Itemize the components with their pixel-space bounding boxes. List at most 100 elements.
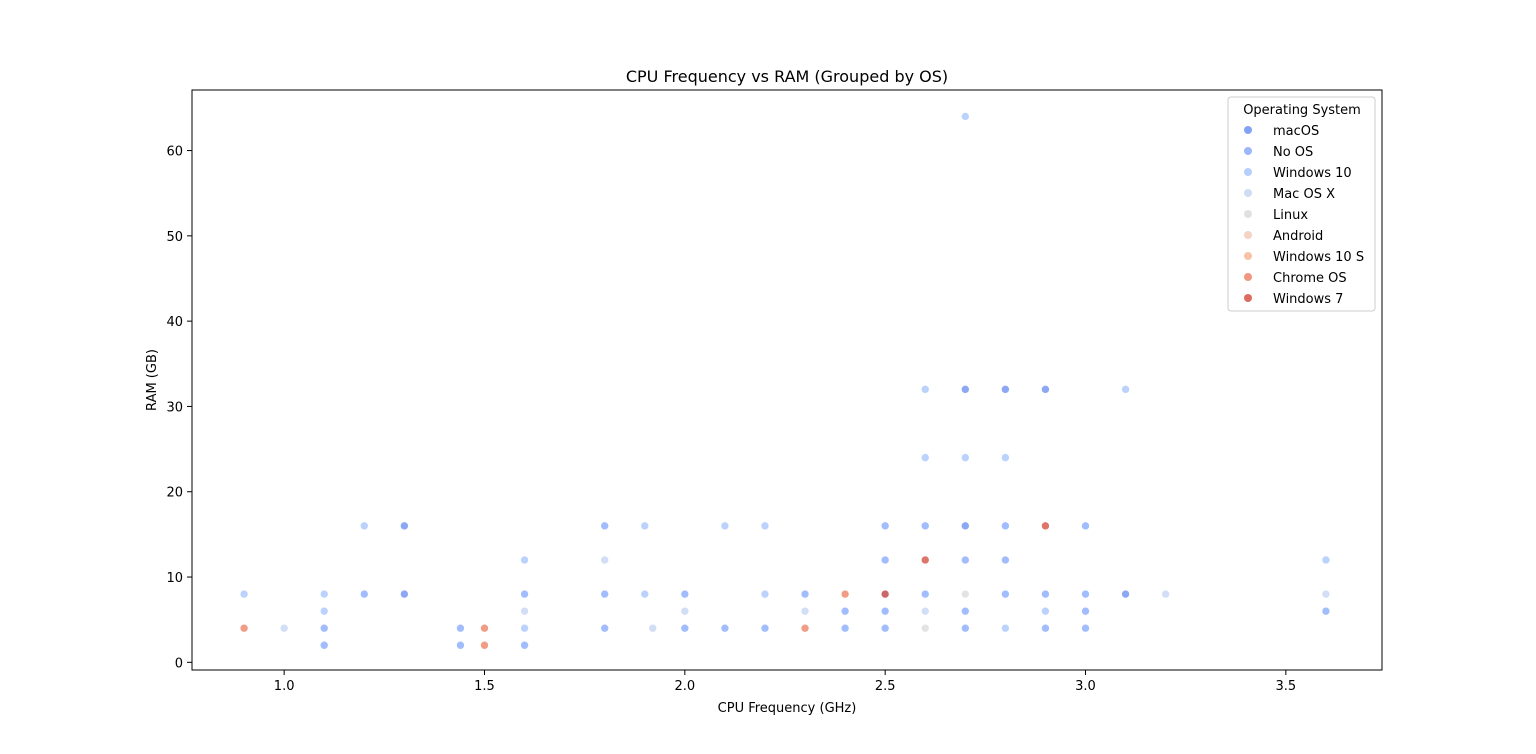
data-points [239, 112, 1331, 650]
point-macos [960, 521, 970, 531]
point-windows-10 [960, 112, 970, 121]
point-no-os [1001, 521, 1010, 531]
x-tick-label: 3.5 [1275, 679, 1296, 694]
x-axis: 1.0 1.5 2.0 2.5 3.0 3.5 [274, 670, 1296, 694]
point-windows-7 [880, 589, 890, 599]
plot-area-frame [191, 89, 1383, 671]
point-macos [400, 521, 409, 531]
legend-marker [1244, 294, 1252, 302]
legend-item-android: Android [1244, 229, 1323, 244]
legend-item-windows-10-s: Windows 10 S [1244, 250, 1364, 265]
legend-item-chrome-os: Chrome OS [1244, 271, 1347, 286]
legend-item-linux: Linux [1244, 208, 1308, 223]
point-chrome-os [480, 640, 489, 650]
point-no-os [880, 521, 890, 531]
point-no-os [1001, 589, 1010, 599]
point-chrome-os [800, 623, 810, 633]
point-no-os [680, 589, 690, 599]
legend-item-no-os: No OS [1244, 145, 1313, 160]
point-no-os [800, 589, 810, 599]
legend-label: Windows 10 S [1273, 250, 1364, 265]
point-mac-os-x [920, 606, 930, 616]
y-tick-label: 60 [166, 145, 183, 160]
point-windows-7 [920, 555, 930, 565]
legend-item-windows-7: Windows 7 [1244, 292, 1343, 307]
point-chrome-os [480, 623, 489, 633]
chart-title: CPU Frequency vs RAM (Grouped by OS) [626, 67, 948, 86]
y-tick-label: 0 [175, 656, 183, 671]
point-macos [1041, 385, 1050, 394]
point-no-os [1081, 623, 1090, 633]
point-no-os [600, 623, 609, 633]
legend-marker [1244, 189, 1252, 197]
point-no-os [319, 640, 329, 650]
point-mac-os-x [520, 606, 529, 616]
point-no-os [880, 606, 890, 616]
legend-label: Windows 10 [1273, 166, 1352, 181]
legend-item-macos: macOS [1244, 124, 1319, 139]
point-no-os [720, 623, 730, 633]
legend-label: Windows 7 [1273, 292, 1343, 307]
x-axis-label: CPU Frequency (GHz) [718, 701, 857, 716]
point-no-os [1001, 555, 1010, 565]
legend-label: Android [1273, 229, 1323, 244]
point-no-os [456, 623, 465, 633]
point-windows-10 [1001, 623, 1010, 633]
y-tick-label: 10 [166, 571, 183, 586]
point-windows-10 [359, 521, 369, 531]
legend-frame [1227, 96, 1376, 312]
point-no-os [319, 623, 329, 633]
point-no-os [1081, 589, 1090, 599]
point-no-os [520, 640, 529, 650]
point-macos [960, 385, 970, 394]
legend-label: Mac OS X [1273, 187, 1335, 202]
point-mac-os-x [279, 623, 289, 633]
x-tick-label: 1.0 [274, 679, 295, 694]
point-no-os [456, 640, 465, 650]
point-no-os [600, 589, 609, 599]
point-no-os [960, 555, 970, 565]
y-axis: 0 10 20 30 40 50 60 [166, 145, 192, 671]
point-windows-10 [319, 606, 329, 616]
point-windows-10 [520, 555, 529, 565]
point-mac-os-x [800, 606, 810, 616]
point-windows-10 [1321, 555, 1331, 565]
legend-marker [1244, 126, 1252, 134]
legend-marker [1244, 147, 1252, 155]
point-no-os [520, 589, 529, 599]
point-windows-10 [720, 521, 730, 531]
point-mac-os-x [680, 606, 690, 616]
legend-label: Linux [1273, 208, 1308, 223]
legend-items: macOS No OS Windows 10 Mac OS X Linux Android… [1244, 124, 1364, 307]
legend-marker [1244, 210, 1252, 218]
legend-item-windows-10: Windows 10 [1244, 166, 1352, 181]
point-no-os [880, 623, 890, 633]
point-no-os [760, 623, 770, 633]
y-tick-label: 50 [166, 230, 183, 245]
x-tick-label: 3.0 [1075, 679, 1096, 694]
point-windows-10 [960, 453, 970, 462]
point-macos [400, 589, 409, 599]
point-no-os [1041, 589, 1050, 599]
point-mac-os-x [648, 623, 658, 633]
y-tick-label: 30 [166, 400, 183, 415]
point-no-os [1041, 623, 1050, 633]
point-windows-10 [640, 589, 650, 599]
y-tick-label: 20 [166, 486, 183, 501]
point-macos [1001, 385, 1010, 394]
point-mac-os-x [1161, 589, 1170, 599]
point-no-os [920, 521, 930, 531]
legend-title: Operating System [1243, 103, 1361, 118]
point-windows-10 [520, 623, 529, 633]
point-macos [1121, 589, 1130, 599]
point-no-os [1081, 606, 1090, 616]
point-mac-os-x [1321, 589, 1331, 599]
point-no-os [960, 606, 970, 616]
point-windows-10 [920, 385, 930, 394]
point-windows-10 [920, 453, 930, 462]
point-no-os [960, 623, 970, 633]
point-mac-os-x [600, 555, 609, 565]
point-windows-7 [1041, 521, 1050, 531]
point-no-os [1321, 606, 1331, 616]
